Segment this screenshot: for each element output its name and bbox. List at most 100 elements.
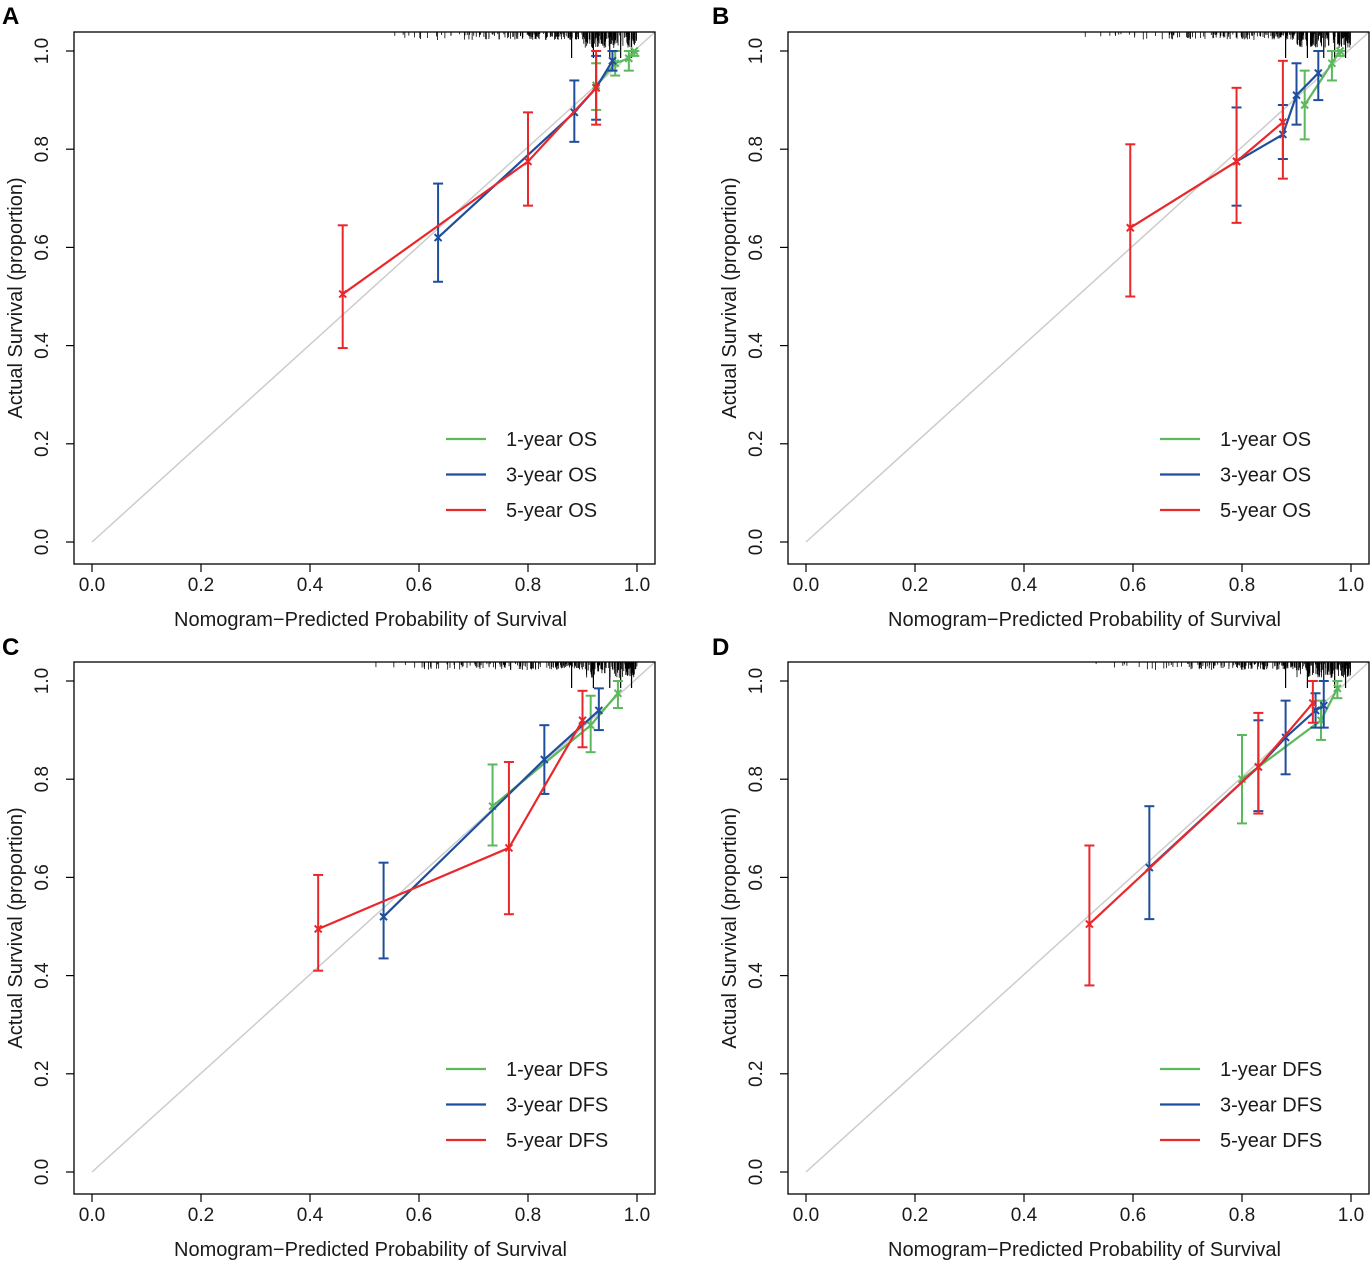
data-point-marker bbox=[1308, 698, 1318, 708]
x-tick-label: 1.0 bbox=[1338, 575, 1364, 596]
x-tick-label: 0.0 bbox=[793, 1205, 819, 1226]
x-tick-label: 0.6 bbox=[406, 575, 432, 596]
panel-letter: D bbox=[712, 634, 729, 661]
y-tick-label: 0.6 bbox=[746, 234, 767, 260]
data-point-marker bbox=[578, 716, 587, 725]
panel-a: A 0.0 0.2 0.4 0.6 0.8 1.0 0.0 0.2 0.4 0.6 0.8 1.0 Nom… bbox=[2, 3, 656, 631]
y-tick-label: 0.2 bbox=[32, 1061, 53, 1087]
y-tick-label: 0.6 bbox=[746, 864, 767, 890]
ideal-reference-line bbox=[91, 661, 656, 1173]
plot-frame bbox=[787, 661, 1370, 1195]
series-1-year-os bbox=[1299, 46, 1346, 141]
y-tick-label: 1.0 bbox=[32, 668, 53, 694]
legend-label: 5-year OS bbox=[506, 500, 597, 522]
calibration-line bbox=[317, 719, 584, 930]
data-point-marker bbox=[1237, 774, 1247, 784]
top-rug bbox=[1084, 32, 1351, 58]
legend-label: 3-year DFS bbox=[506, 1095, 608, 1117]
legend-label: 1-year DFS bbox=[506, 1059, 608, 1081]
data-point-marker bbox=[594, 706, 604, 715]
y-tick-label: 0.4 bbox=[32, 962, 53, 989]
x-tick-label: 0.6 bbox=[1120, 1205, 1146, 1226]
series-1-year-dfs bbox=[487, 680, 623, 847]
data-point-marker bbox=[613, 689, 623, 698]
x-tick-label: 0.6 bbox=[406, 1205, 432, 1226]
data-point-marker bbox=[1292, 90, 1301, 100]
x-axis-title: Nomogram−Predicted Probability of Surviv… bbox=[174, 609, 567, 631]
y-tick-label: 0.2 bbox=[746, 1061, 767, 1087]
data-point-marker bbox=[586, 720, 595, 730]
y-tick-label: 0.8 bbox=[32, 766, 53, 792]
x-axis-title: Nomogram−Predicted Probability of Surviv… bbox=[174, 1239, 567, 1261]
y-axis-title: Actual Survival (proportion) bbox=[719, 177, 741, 418]
legend-label: 1-year OS bbox=[1220, 429, 1311, 451]
data-point-marker bbox=[1333, 684, 1342, 693]
x-tick-label: 0.2 bbox=[902, 1205, 928, 1226]
data-point-marker bbox=[1126, 223, 1135, 232]
legend: 1-year DFS 3-year DFS 5-year DFS bbox=[446, 1059, 608, 1152]
x-axis-title: Nomogram−Predicted Probability of Surviv… bbox=[888, 1239, 1281, 1261]
y-tick-label: 0.4 bbox=[746, 962, 767, 989]
y-axis-title: Actual Survival (proportion) bbox=[5, 177, 27, 418]
top-rug bbox=[1095, 662, 1351, 688]
data-point-marker bbox=[433, 233, 443, 242]
legend-label: 5-year DFS bbox=[1220, 1130, 1322, 1152]
x-tick-label: 0.0 bbox=[79, 575, 105, 596]
data-point-marker bbox=[1232, 157, 1241, 166]
x-axis-title: Nomogram−Predicted Probability of Surviv… bbox=[888, 609, 1281, 631]
y-tick-label: 0.4 bbox=[746, 332, 767, 359]
x-tick-label: 0.4 bbox=[297, 1205, 324, 1226]
legend-label: 3-year OS bbox=[506, 465, 597, 487]
ideal-reference-line bbox=[91, 31, 656, 543]
data-point-marker bbox=[1327, 59, 1337, 68]
data-point-marker bbox=[591, 83, 601, 93]
y-tick-label: 0.0 bbox=[32, 529, 53, 555]
ideal-reference-line bbox=[805, 31, 1370, 543]
y-tick-label: 0.0 bbox=[746, 1159, 767, 1185]
x-tick-label: 0.0 bbox=[793, 575, 819, 596]
calibration-line bbox=[1303, 50, 1342, 106]
data-point-marker bbox=[504, 843, 514, 853]
series-5-year-dfs bbox=[313, 689, 588, 972]
series-3-year-dfs bbox=[378, 687, 604, 960]
x-tick-label: 0.2 bbox=[188, 575, 214, 596]
y-tick-label: 0.6 bbox=[32, 234, 53, 260]
y-tick-label: 1.0 bbox=[32, 38, 53, 64]
legend: 1-year OS 3-year OS 5-year OS bbox=[1160, 429, 1311, 522]
data-point-marker bbox=[1314, 68, 1323, 78]
data-point-marker bbox=[379, 912, 388, 921]
plot-frame bbox=[73, 661, 656, 1195]
calibration-line bbox=[1235, 72, 1320, 163]
panel-b: B 0.0 0.2 0.4 0.6 0.8 1.0 0.0 0.2 0.4 0.6 0.8 1.0 Nom… bbox=[712, 3, 1370, 631]
y-axis-title: Actual Survival (proportion) bbox=[5, 807, 27, 1048]
y-tick-label: 0.4 bbox=[32, 332, 53, 359]
x-tick-label: 0.4 bbox=[1011, 1205, 1038, 1226]
data-point-marker bbox=[1254, 762, 1263, 772]
data-point-marker bbox=[608, 56, 617, 66]
x-tick-label: 0.4 bbox=[1011, 575, 1038, 596]
panel-d: D 0.0 0.2 0.4 0.6 0.8 1.0 0.0 0.2 0.4 0.6 0.8 1.0 Nom… bbox=[712, 634, 1370, 1261]
x-tick-label: 0.2 bbox=[902, 575, 928, 596]
plot-frame bbox=[73, 31, 656, 565]
series-3-year-os bbox=[433, 50, 618, 283]
legend: 1-year DFS 3-year DFS 5-year DFS bbox=[1160, 1059, 1322, 1152]
data-point-marker bbox=[1278, 117, 1288, 127]
data-point-marker bbox=[540, 755, 549, 764]
y-tick-label: 0.2 bbox=[746, 431, 767, 457]
y-tick-label: 0.0 bbox=[746, 529, 767, 555]
y-tick-label: 1.0 bbox=[746, 38, 767, 64]
panel-letter: A bbox=[2, 3, 19, 30]
legend-label: 3-year OS bbox=[1220, 465, 1311, 487]
x-tick-label: 0.8 bbox=[515, 1205, 541, 1226]
data-point-marker bbox=[523, 157, 533, 166]
plot-frame bbox=[787, 31, 1370, 565]
data-point-marker bbox=[338, 289, 347, 299]
legend-label: 3-year DFS bbox=[1220, 1095, 1322, 1117]
data-point-marker bbox=[313, 924, 323, 934]
y-tick-label: 0.8 bbox=[32, 136, 53, 162]
legend: 1-year OS 3-year OS 5-year OS bbox=[446, 429, 597, 522]
data-point-marker bbox=[1085, 919, 1094, 929]
y-tick-label: 0.8 bbox=[746, 766, 767, 792]
data-point-marker bbox=[624, 54, 634, 63]
panel-c: C 0.0 0.2 0.4 0.6 0.8 1.0 0.0 0.2 0.4 0.6 0.8 1.0 Nom… bbox=[2, 634, 656, 1261]
